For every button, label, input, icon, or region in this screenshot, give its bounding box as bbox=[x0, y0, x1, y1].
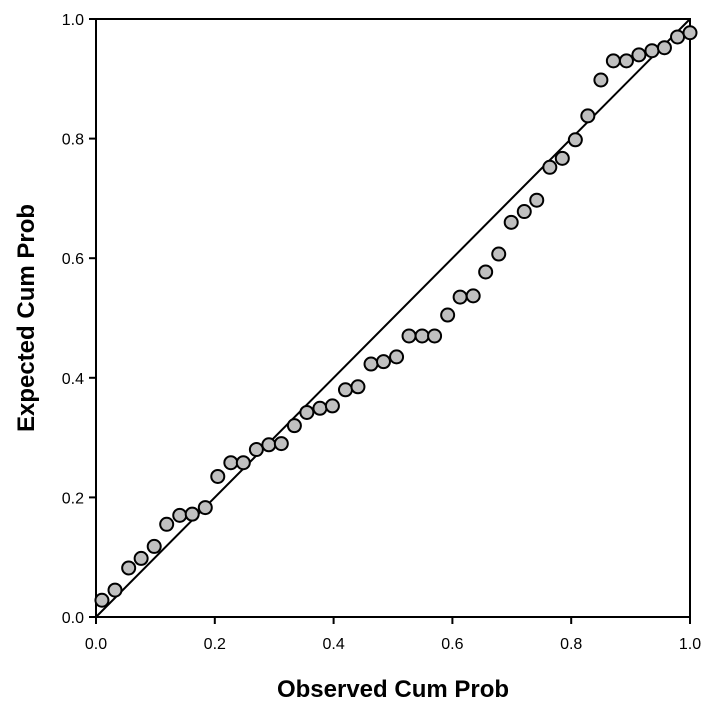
data-point bbox=[631, 47, 647, 63]
data-point bbox=[644, 43, 660, 59]
data-point bbox=[618, 53, 634, 69]
data-point bbox=[273, 436, 289, 452]
data-point bbox=[542, 159, 558, 175]
data-point bbox=[401, 328, 417, 344]
reference-diagonal-line bbox=[95, 18, 691, 618]
y-tick-label: 0.4 bbox=[62, 371, 84, 388]
x-tick-labels: 0.0 0.2 0.4 0.6 0.8 1.0 bbox=[85, 636, 701, 653]
data-point bbox=[133, 550, 149, 566]
y-tick-label: 0.6 bbox=[62, 251, 84, 268]
x-tick-label: 0.2 bbox=[204, 636, 226, 653]
data-point bbox=[389, 349, 405, 365]
data-point bbox=[670, 29, 686, 45]
data-point bbox=[146, 538, 162, 554]
data-point bbox=[363, 356, 379, 372]
data-point bbox=[94, 592, 110, 608]
data-point bbox=[172, 507, 188, 523]
data-point bbox=[580, 108, 596, 124]
data-points bbox=[94, 25, 698, 608]
data-point bbox=[491, 246, 507, 262]
data-point bbox=[337, 382, 353, 398]
plot-frame bbox=[95, 18, 691, 618]
data-point bbox=[554, 150, 570, 166]
data-point bbox=[414, 328, 430, 344]
data-point bbox=[656, 40, 672, 56]
data-point bbox=[605, 53, 621, 69]
data-point bbox=[324, 398, 340, 414]
data-point bbox=[593, 72, 609, 88]
data-point bbox=[567, 132, 583, 148]
data-point bbox=[184, 506, 200, 522]
data-point bbox=[503, 214, 519, 230]
y-tick-labels: 0.0 0.2 0.4 0.6 0.8 1.0 bbox=[62, 12, 84, 627]
data-point bbox=[478, 264, 494, 280]
x-tick-label: 0.4 bbox=[322, 636, 344, 653]
y-tick-label: 0.2 bbox=[62, 490, 84, 507]
data-point bbox=[529, 192, 545, 208]
data-point bbox=[107, 582, 123, 598]
data-point bbox=[223, 455, 239, 471]
axis-ticks bbox=[89, 18, 691, 624]
data-point bbox=[248, 442, 264, 458]
data-point bbox=[375, 354, 391, 370]
data-point bbox=[210, 468, 226, 484]
data-point bbox=[286, 418, 302, 434]
data-point bbox=[465, 288, 481, 304]
data-point bbox=[516, 204, 532, 220]
data-point bbox=[235, 455, 251, 471]
data-point bbox=[197, 500, 213, 516]
x-tick-label: 1.0 bbox=[679, 636, 701, 653]
data-point bbox=[350, 379, 366, 395]
y-tick-label: 0.0 bbox=[62, 610, 84, 627]
x-axis-title: Observed Cum Prob bbox=[277, 676, 509, 703]
data-point bbox=[440, 307, 456, 323]
data-point bbox=[312, 400, 328, 416]
y-tick-label: 0.8 bbox=[62, 132, 84, 149]
y-axis-title: Expected Cum Prob bbox=[13, 204, 40, 432]
y-tick-label: 1.0 bbox=[62, 12, 84, 29]
data-point bbox=[159, 516, 175, 532]
x-tick-label: 0.8 bbox=[560, 636, 582, 653]
data-point bbox=[121, 560, 137, 576]
data-point bbox=[682, 25, 698, 41]
data-point bbox=[452, 289, 468, 305]
data-point bbox=[427, 328, 443, 344]
x-tick-label: 0.0 bbox=[85, 636, 107, 653]
x-tick-label: 0.6 bbox=[441, 636, 463, 653]
data-point bbox=[299, 404, 315, 420]
data-point bbox=[261, 437, 277, 453]
